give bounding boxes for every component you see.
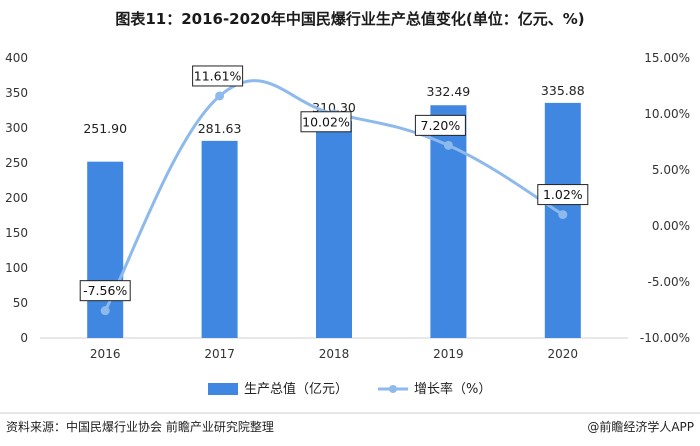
growth-rate-point-2020	[558, 210, 568, 220]
right-axis-tick: 0.00%	[652, 219, 690, 233]
bar-value-label: 335.88	[541, 83, 585, 98]
left-axis-tick: 400	[5, 51, 28, 65]
growth-rate-point-2017	[215, 91, 225, 101]
rate-label-box	[192, 65, 244, 87]
legend: 生产总值（亿元） 增长率（%）	[208, 381, 491, 397]
bar-value-label: 251.90	[83, 121, 127, 136]
right-axis-tick: 5.00%	[652, 163, 690, 177]
x-axis-tick: 2019	[433, 347, 464, 361]
legend-swatch-output	[208, 383, 238, 395]
rate-label-box	[300, 111, 352, 133]
bar-value-label: 332.49	[427, 84, 471, 99]
left-axis-tick: 350	[5, 86, 28, 100]
left-axis-tick: 200	[5, 191, 28, 205]
bar-2020	[544, 102, 581, 338]
rate-label-box	[537, 184, 589, 206]
bar-2018	[316, 120, 352, 338]
growth-rate-line	[103, 79, 564, 312]
right-axis-tick: -10.00%	[640, 331, 690, 345]
bar-2017	[201, 140, 238, 338]
x-axis-tick: 2017	[204, 347, 235, 361]
left-axis-tick: 250	[5, 156, 28, 170]
rate-value-label: 10.02%	[302, 114, 350, 129]
left-axis-tick: 100	[5, 261, 28, 275]
x-axis-tick: 2018	[319, 347, 350, 361]
left-axis-tick: 0	[20, 331, 28, 345]
right-axis-tick: 10.00%	[644, 107, 690, 121]
source-note: 资料来源：中国民爆行业协会 前瞻产业研究院整理	[6, 419, 274, 434]
rate-label-box	[79, 280, 131, 302]
chart-title: 图表11：2016-2020年中国民爆行业生产总值变化(单位：亿元、%)	[115, 10, 584, 28]
legend-marker-rate	[389, 385, 397, 393]
rate-value-label: -7.56%	[83, 283, 127, 298]
left-axis-tick: 50	[13, 296, 28, 310]
x-axis-tick: 2020	[548, 347, 579, 361]
growth-rate-point-2019	[443, 140, 453, 150]
right-axis-tick: 15.00%	[644, 51, 690, 65]
left-axis-tick: 150	[5, 226, 28, 240]
rate-label-box	[414, 114, 466, 136]
left-axis-tick: 300	[5, 121, 28, 135]
rate-value-label: 7.20%	[421, 118, 461, 133]
rate-value-label: 1.02%	[543, 187, 583, 202]
right-axis-tick: -5.00%	[648, 275, 690, 289]
rate-value-label: 11.61%	[194, 68, 242, 83]
legend-label-output: 生产总值（亿元）	[244, 381, 348, 397]
x-axis-tick: 2016	[90, 347, 121, 361]
brand-note: @前瞻经济学人APP	[587, 419, 694, 434]
plot-area: 0 50 100 150 200 250 300 350 400 -10.00% -5.00% 0.0…	[5, 51, 690, 361]
legend-label-rate: 增长率（%）	[414, 381, 491, 397]
growth-rate-point-2016	[100, 306, 110, 316]
bar-value-label: 281.63	[198, 121, 242, 136]
